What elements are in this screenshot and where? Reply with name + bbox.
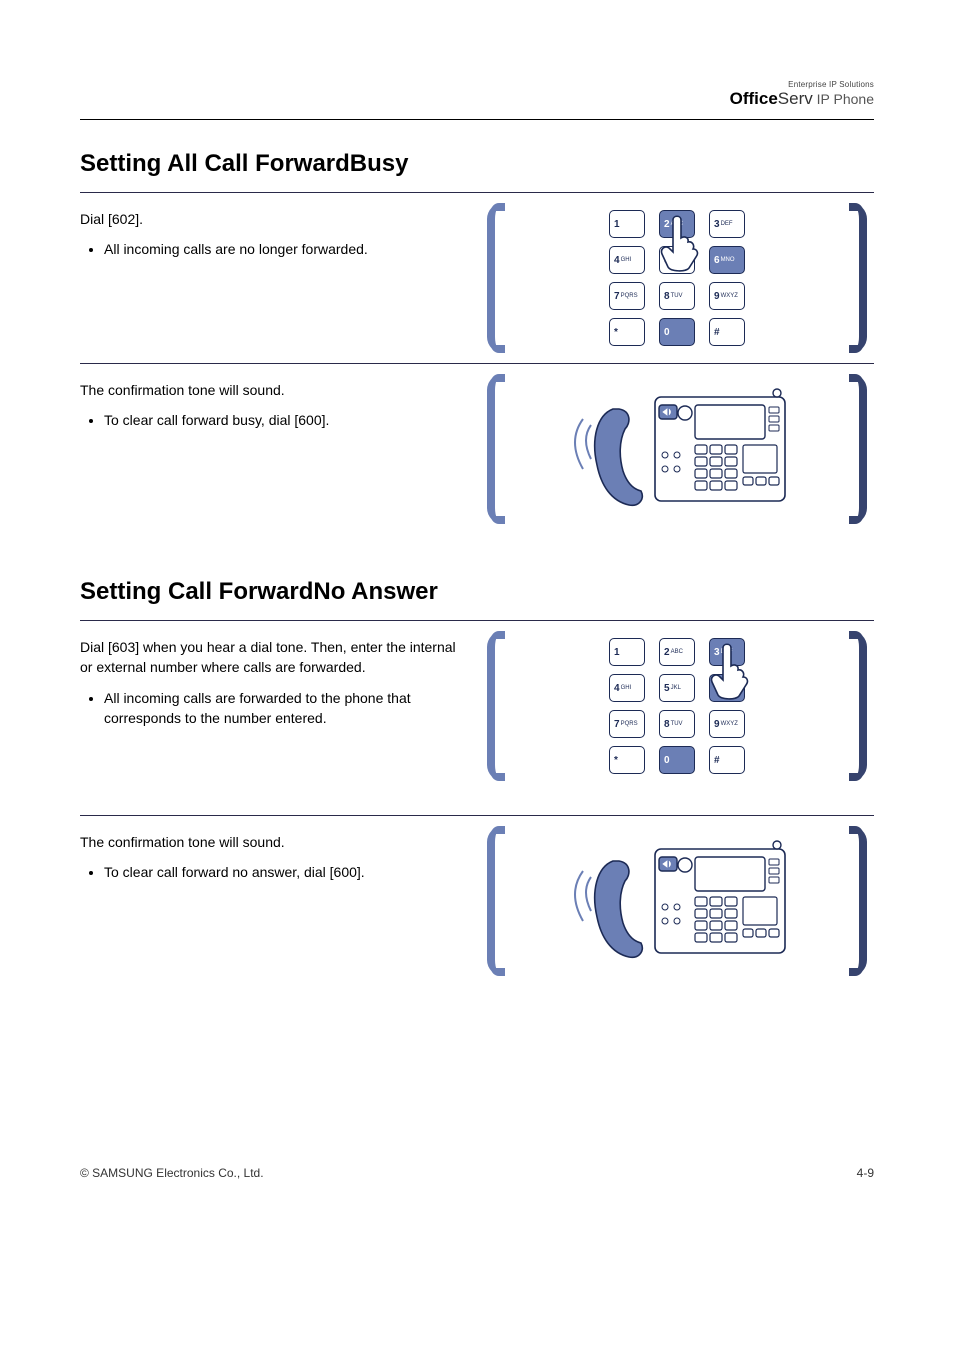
step-row: The confirmation tone will sound. To cle… [80, 363, 874, 534]
key-8: 8TUV [659, 282, 695, 310]
step-illustration [480, 826, 874, 976]
brand-logo-light: Serv [778, 89, 813, 108]
key-5: 5JKL [659, 674, 695, 702]
key-3: 3DEF [709, 638, 745, 666]
bracket-frame: 1 2ABC 3DEF 4GHI 5JKL 6MNO 7PQRS 8TUV 9W… [487, 631, 867, 781]
key-hash: # [709, 746, 745, 774]
page-footer: © SAMSUNG Electronics Co., Ltd. 4-9 [80, 1166, 874, 1180]
key-5: 5JKL [659, 246, 695, 274]
bracket-right-icon [849, 374, 867, 524]
brand-tagline: Enterprise IP Solutions [80, 80, 874, 89]
step-bullet: To clear call forward busy, dial [600]. [104, 410, 468, 430]
step-text: Dial [603] when you hear a dial tone. Th… [80, 631, 480, 805]
key-6: 6MNO [709, 674, 745, 702]
key-hash: # [709, 318, 745, 346]
bracket-left-icon [487, 374, 505, 524]
step-bullet: All incoming calls are no longer forward… [104, 239, 468, 259]
step-illustration: 1 2ABC 3DEF 4GHI 5JKL 6MNO 7PQRS 8TUV 9W… [480, 203, 874, 353]
step-row: Dial [603] when you hear a dial tone. Th… [80, 620, 874, 815]
page-header: Enterprise IP Solutions OfficeServ IP Ph… [80, 80, 874, 120]
keypad-icon: 1 2ABC 3DEF 4GHI 5JKL 6MNO 7PQRS 8TUV 9W… [609, 210, 745, 346]
keypad-icon: 1 2ABC 3DEF 4GHI 5JKL 6MNO 7PQRS 8TUV 9W… [609, 638, 745, 774]
step-lead: Dial [603] when you hear a dial tone. Th… [80, 637, 468, 678]
bracket-right-icon [849, 826, 867, 976]
bracket-left-icon [487, 826, 505, 976]
bracket-right-icon [849, 203, 867, 353]
step-lead: The confirmation tone will sound. [80, 380, 468, 400]
key-4: 4GHI [609, 246, 645, 274]
step-bullet: To clear call forward no answer, dial [6… [104, 862, 468, 882]
key-2: 2ABC [659, 210, 695, 238]
key-0: 0 [659, 746, 695, 774]
section-title-1: Setting All Call ForwardBusy [80, 150, 874, 178]
bracket-frame [487, 374, 867, 524]
step-text: The confirmation tone will sound. To cle… [80, 826, 480, 976]
page-number: 4-9 [857, 1166, 874, 1180]
deskphone-icon [547, 379, 807, 519]
key-star: * [609, 746, 645, 774]
key-9: 9WXYZ [709, 282, 745, 310]
key-1: 1 [609, 638, 645, 666]
key-2: 2ABC [659, 638, 695, 666]
step-text: Dial [602]. All incoming calls are no lo… [80, 203, 480, 353]
copyright-text: © SAMSUNG Electronics Co., Ltd. [80, 1166, 264, 1180]
step-lead: Dial [602]. [80, 209, 468, 229]
bracket-right-icon [849, 631, 867, 781]
bracket-left-icon [487, 203, 505, 353]
brand-logo: OfficeServ IP Phone [80, 89, 874, 109]
key-star: * [609, 318, 645, 346]
bracket-left-icon [487, 631, 505, 781]
key-3: 3DEF [709, 210, 745, 238]
key-6: 6MNO [709, 246, 745, 274]
step-illustration [480, 374, 874, 524]
step-lead: The confirmation tone will sound. [80, 832, 468, 852]
brand-logo-sub: IP Phone [813, 91, 874, 107]
key-1: 1 [609, 210, 645, 238]
step-row: The confirmation tone will sound. To cle… [80, 815, 874, 986]
key-7: 7PQRS [609, 282, 645, 310]
bracket-frame: 1 2ABC 3DEF 4GHI 5JKL 6MNO 7PQRS 8TUV 9W… [487, 203, 867, 353]
brand-logo-bold: Office [730, 89, 778, 108]
section-title-2: Setting Call ForwardNo Answer [80, 578, 874, 606]
key-7: 7PQRS [609, 710, 645, 738]
step-illustration: 1 2ABC 3DEF 4GHI 5JKL 6MNO 7PQRS 8TUV 9W… [480, 631, 874, 805]
step-row: Dial [602]. All incoming calls are no lo… [80, 192, 874, 363]
bracket-frame [487, 826, 867, 976]
key-9: 9WXYZ [709, 710, 745, 738]
key-8: 8TUV [659, 710, 695, 738]
deskphone-icon [547, 831, 807, 971]
key-0: 0 [659, 318, 695, 346]
step-bullet: All incoming calls are forwarded to the … [104, 688, 468, 729]
key-4: 4GHI [609, 674, 645, 702]
step-text: The confirmation tone will sound. To cle… [80, 374, 480, 524]
